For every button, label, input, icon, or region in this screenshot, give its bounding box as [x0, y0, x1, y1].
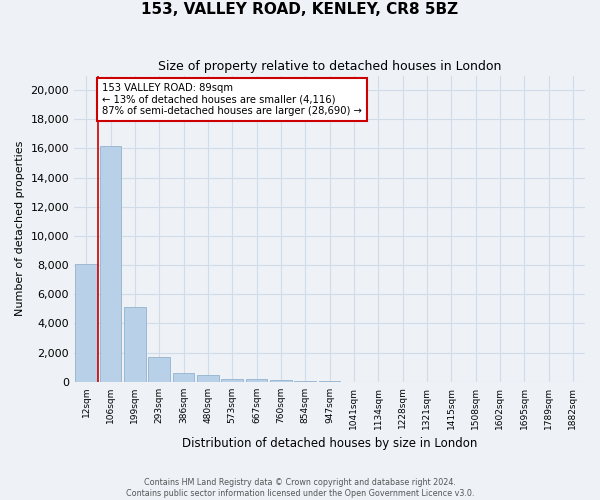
Text: Contains HM Land Registry data © Crown copyright and database right 2024.
Contai: Contains HM Land Registry data © Crown c…: [126, 478, 474, 498]
Bar: [124, 308, 146, 382]
Text: 153 VALLEY ROAD: 89sqm
← 13% of detached houses are smaller (4,116)
87% of semi-: 153 VALLEY ROAD: 89sqm ← 13% of detached…: [102, 83, 362, 116]
Bar: [221, 379, 243, 382]
Bar: [100, 146, 121, 382]
Bar: [75, 264, 97, 382]
Bar: [173, 372, 194, 382]
Title: Size of property relative to detached houses in London: Size of property relative to detached ho…: [158, 60, 501, 73]
Bar: [294, 381, 316, 382]
Bar: [148, 357, 170, 382]
X-axis label: Distribution of detached houses by size in London: Distribution of detached houses by size …: [182, 437, 477, 450]
Bar: [197, 375, 219, 382]
Text: 153, VALLEY ROAD, KENLEY, CR8 5BZ: 153, VALLEY ROAD, KENLEY, CR8 5BZ: [142, 2, 458, 18]
Bar: [270, 380, 292, 382]
Y-axis label: Number of detached properties: Number of detached properties: [15, 141, 25, 316]
Bar: [245, 380, 268, 382]
